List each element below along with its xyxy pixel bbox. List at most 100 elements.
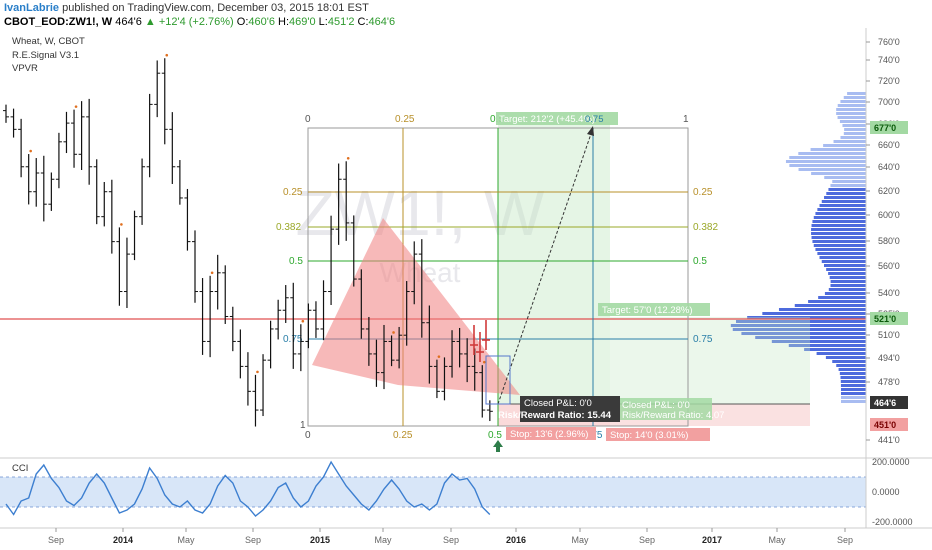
author-link[interactable]: IvanLabrie: [4, 2, 60, 14]
signal-dot: [346, 156, 350, 160]
signal-dot: [210, 271, 214, 275]
price-tick: 478'0: [878, 377, 900, 387]
symbol-line: CBOT_EOD:ZW1!, W 464'6 ▲ +12'4 (+2.76%) …: [4, 16, 396, 28]
signal-dot: [256, 370, 259, 374]
target-label: Target: 212'2 (+45.4%): [499, 114, 595, 125]
time-tick: Sep: [639, 535, 655, 545]
cci-tick: -200.0000: [872, 517, 913, 527]
price-tick: 640'0: [878, 162, 900, 172]
fib-label: 0: [305, 114, 311, 125]
time-tick: May: [177, 535, 195, 545]
fib-label: 0.25: [395, 114, 415, 125]
triangle-shape: [312, 218, 520, 395]
legend-vpvr[interactable]: VPVR: [12, 63, 38, 74]
risk-reward-label: Risk/Reward Ratio: 15.44: [498, 410, 612, 421]
publish-info: published on TradingView.com, December 0…: [62, 2, 369, 14]
fib-label: 0.25: [693, 187, 713, 198]
legend-signal[interactable]: R.E.Signal V3.1: [12, 50, 80, 61]
price-change: +12'4 (+2.76%): [158, 16, 234, 28]
fib-label: 0.75: [693, 334, 713, 345]
signal-dot: [392, 331, 395, 334]
price-label: 677'0: [874, 123, 896, 133]
triangle-pattern[interactable]: [312, 218, 520, 395]
time-tick: May: [768, 535, 786, 545]
last-price: 464'6: [115, 16, 142, 28]
fib-label: 0.5: [289, 256, 303, 267]
fib-label: 1: [300, 420, 306, 431]
publish-line: IvanLabrie published on TradingView.com,…: [4, 2, 369, 14]
price-tick: 620'0: [878, 186, 900, 196]
time-tick: May: [374, 535, 392, 545]
signal-dot: [482, 360, 486, 364]
signal-dot: [165, 53, 169, 57]
time-tick: Sep: [245, 535, 261, 545]
close-value: 464'6: [368, 16, 396, 28]
signal-dot: [301, 319, 305, 323]
time-axis[interactable]: Sep 2014 May Sep 2015 May Sep 2016 May Sep 2017 May…: [48, 528, 853, 545]
price-tick: 660'0: [878, 140, 900, 150]
open-value: 460'6: [248, 16, 275, 28]
price-tick: 580'0: [878, 236, 900, 246]
price-tick: 540'0: [878, 288, 900, 298]
price-tick: 510'0: [878, 330, 900, 340]
time-tick: 2016: [506, 535, 526, 545]
closed-pl-label: Closed P&L: 0'0: [524, 398, 592, 409]
price-axis[interactable]: 760'0740'0720'0700'0680'0660'0640'0620'0…: [866, 37, 908, 445]
time-tick: 2015: [310, 535, 330, 545]
price-tick: 494'0: [878, 353, 900, 363]
target-label: Target: 57'0 (12.28%): [602, 305, 693, 316]
time-tick: 2017: [702, 535, 722, 545]
target-fib-label: 0.75: [585, 114, 604, 125]
signal-dot: [29, 149, 32, 153]
price-tick: 600'0: [878, 210, 900, 220]
fib-bottom-label: 0.25: [393, 430, 413, 441]
time-tick: Sep: [48, 535, 64, 545]
vpvr-profile: [730, 92, 866, 403]
price-tick: 740'0: [878, 55, 900, 65]
price-label: 451'0: [874, 420, 896, 430]
fib-bottom-label: 0: [305, 430, 311, 441]
closed-pl-label: Closed P&L: 0'0: [622, 400, 690, 411]
price-tick: 560'0: [878, 261, 900, 271]
price-tick: 720'0: [878, 76, 900, 86]
cci-tick: 200.0000: [872, 457, 910, 467]
price-label: 464'6: [874, 398, 896, 408]
time-tick: Sep: [443, 535, 459, 545]
up-triangle-icon: ▲: [144, 16, 156, 28]
low-value: 451'2: [327, 16, 355, 28]
signal-dot: [120, 223, 123, 226]
high-value: 469'0: [289, 16, 316, 28]
price-label: 521'0: [874, 314, 896, 324]
cci-label[interactable]: CCI: [12, 463, 28, 474]
fib-bottom-label: 0.5: [488, 430, 502, 441]
price-tick: 760'0: [878, 37, 900, 47]
stop-label: Stop: 14'0 (3.01%): [610, 430, 688, 441]
watermark-symbol: ZW1!, W: [296, 177, 545, 249]
fib-label: 1: [683, 114, 689, 125]
time-tick: 2014: [113, 535, 133, 545]
price-bars: [3, 53, 493, 427]
entry-arrow-icon[interactable]: [493, 440, 503, 452]
stop-label: Stop: 13'6 (2.96%): [510, 429, 588, 440]
price-tick: 441'0: [878, 435, 900, 445]
signal-dot: [74, 105, 78, 108]
risk-reward-label: Risk/Reward Ratio: 4.07: [622, 410, 724, 421]
target-path: [497, 127, 594, 405]
cci-line: [5, 460, 491, 517]
fib-label: 0.382: [693, 222, 718, 233]
price-tick: 700'0: [878, 97, 900, 107]
legend-symbol[interactable]: Wheat, W, CBOT: [12, 36, 85, 47]
symbol: CBOT_EOD:ZW1!, W: [4, 16, 113, 28]
position-zones: [0, 122, 866, 426]
cci-band: [0, 477, 866, 507]
fib-label: 0.382: [276, 222, 301, 233]
cci-tick: 0.0000: [872, 487, 900, 497]
signal-dot: [437, 355, 441, 358]
cci-axis: 200.0000 0.0000 -200.0000: [872, 457, 913, 527]
cci-indicator: [0, 460, 866, 517]
fib-label: 0.25: [283, 187, 303, 198]
time-tick: Sep: [837, 535, 853, 545]
fib-label: 0.5: [693, 256, 707, 267]
